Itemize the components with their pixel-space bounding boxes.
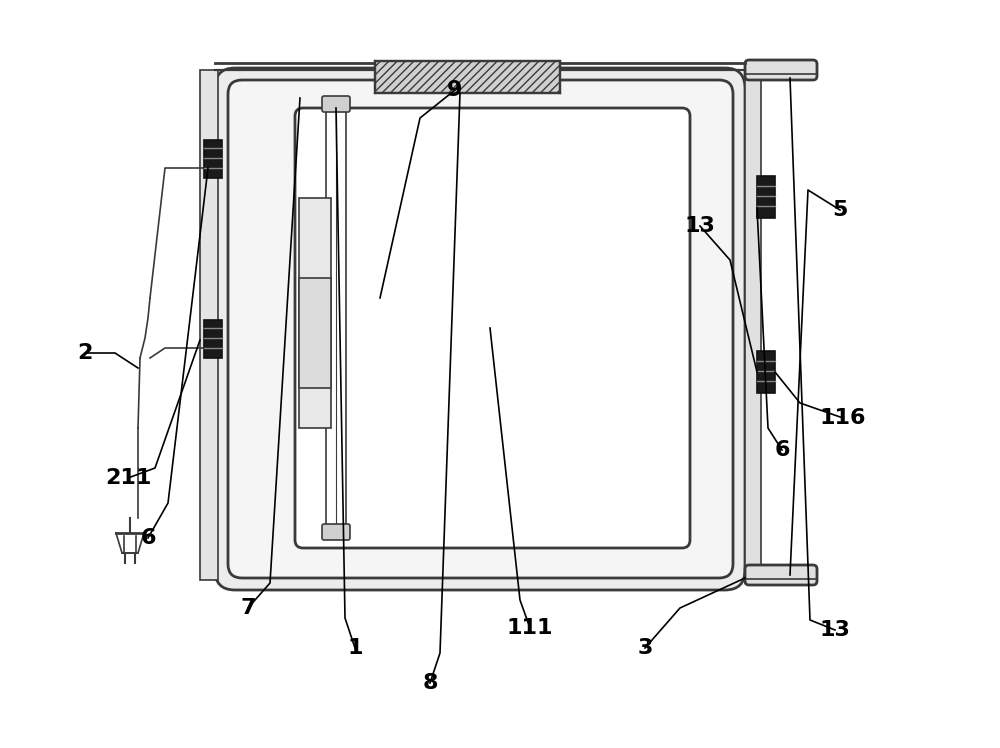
Text: 7: 7 [240, 598, 256, 618]
Text: 2: 2 [77, 343, 93, 363]
Text: 116: 116 [820, 408, 866, 428]
Bar [200, 70, 218, 580]
Bar [745, 67, 761, 583]
Text: 9: 9 [447, 80, 463, 100]
Bar [757, 176, 775, 218]
Bar [204, 140, 222, 178]
FancyBboxPatch shape [295, 108, 690, 548]
Text: 8: 8 [422, 673, 438, 693]
Text: 111: 111 [507, 618, 553, 638]
FancyBboxPatch shape [745, 565, 817, 585]
FancyBboxPatch shape [322, 96, 350, 112]
Text: 1: 1 [347, 638, 363, 658]
Text: 3: 3 [637, 638, 653, 658]
Text: 5: 5 [832, 200, 848, 220]
Text: 211: 211 [105, 468, 151, 488]
FancyBboxPatch shape [215, 68, 745, 590]
FancyBboxPatch shape [322, 524, 350, 540]
Text: 6: 6 [774, 440, 790, 460]
FancyBboxPatch shape [745, 60, 817, 80]
Bar [299, 198, 331, 428]
Bar [299, 278, 331, 388]
FancyBboxPatch shape [228, 80, 733, 578]
Bar [204, 320, 222, 358]
Bar [375, 61, 560, 93]
Text: 6: 6 [140, 528, 156, 548]
Bar [757, 351, 775, 393]
Text: 13: 13 [820, 620, 850, 640]
Text: 13: 13 [685, 216, 715, 236]
